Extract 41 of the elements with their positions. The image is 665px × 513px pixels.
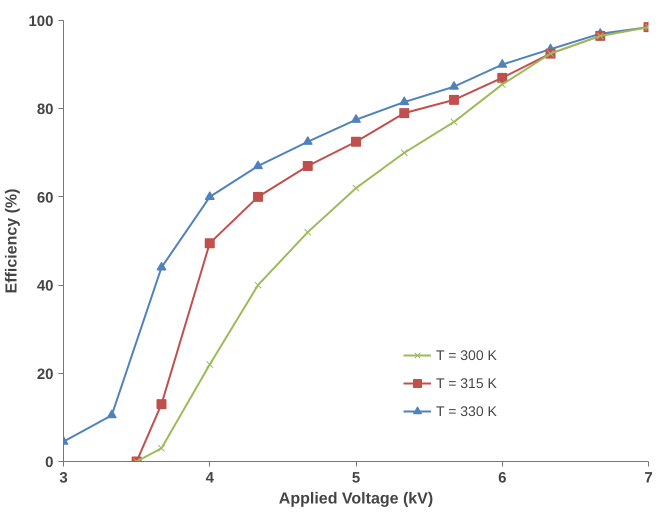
x-tick-label: 6 (498, 470, 506, 486)
point (351, 114, 361, 123)
point (448, 80, 459, 90)
legend-label: T = 330 K (436, 403, 497, 419)
y-tick-label: 0 (45, 454, 54, 471)
point (352, 184, 360, 192)
point (302, 136, 313, 145)
point (304, 228, 312, 236)
y-tick-label: 100 (28, 13, 54, 30)
point (399, 108, 410, 118)
point (254, 281, 262, 289)
point (204, 191, 215, 200)
point (302, 161, 313, 172)
x-tick-label: 5 (352, 470, 360, 486)
x-tick-label: 7 (644, 470, 653, 486)
legend-label: T = 315 K (436, 375, 497, 391)
y-tick-label: 20 (36, 366, 54, 383)
point (399, 96, 410, 106)
x-tick-label: 3 (59, 470, 68, 486)
y-tick-label: 40 (36, 278, 54, 295)
point (253, 160, 264, 170)
point (106, 410, 117, 418)
point (497, 72, 508, 83)
point (156, 399, 166, 410)
point (351, 136, 361, 147)
y-axis-title: Efficiency (%) (3, 188, 20, 294)
point (158, 444, 166, 452)
point (450, 118, 458, 126)
x-axis-title: Applied Voltage (kV) (278, 490, 434, 508)
y-tick-label: 80 (36, 101, 54, 118)
point (448, 94, 459, 105)
y-tick-label: 60 (36, 189, 54, 206)
point (206, 360, 214, 368)
point (400, 149, 408, 156)
point (498, 80, 506, 88)
point (253, 192, 264, 202)
legend-label: T = 300 K (436, 347, 497, 363)
x-tick-label: 4 (206, 470, 215, 486)
point (497, 58, 508, 68)
point (156, 262, 166, 271)
point (204, 238, 215, 248)
